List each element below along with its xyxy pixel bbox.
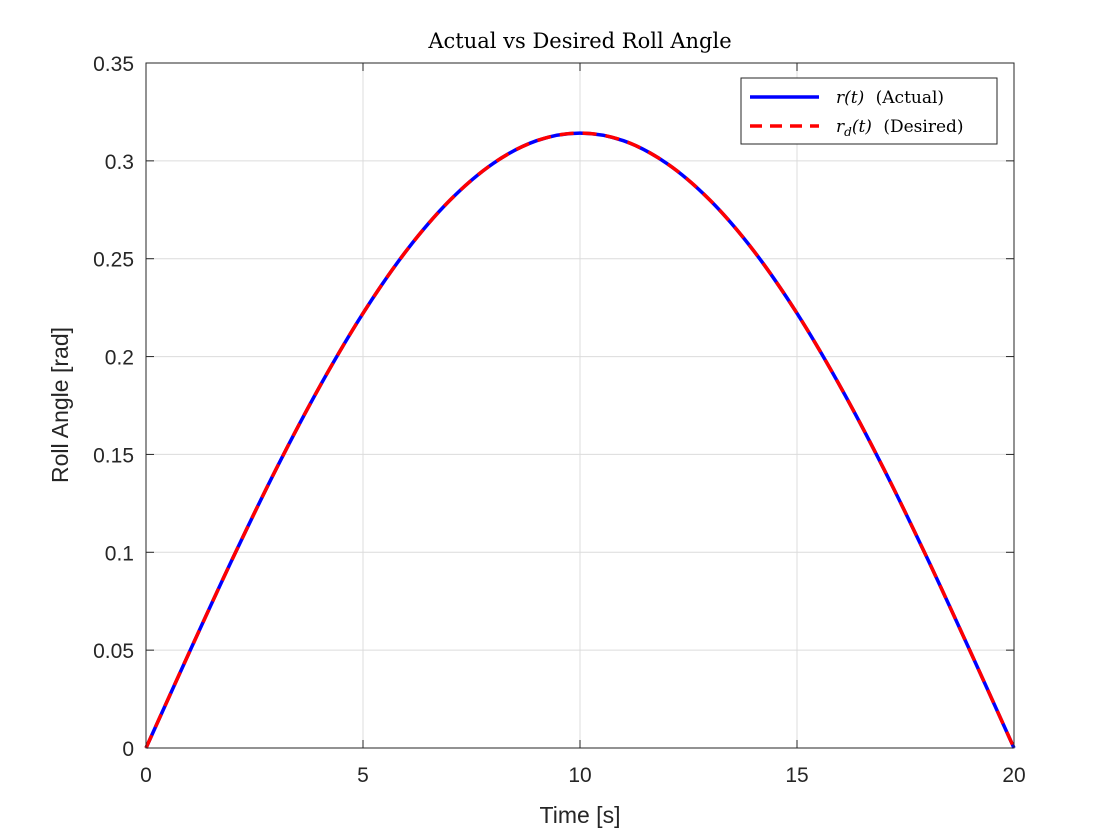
y-axis-label: Roll Angle [rad] xyxy=(47,327,73,483)
legend-label-desired: rd(t) (Desired) xyxy=(836,117,964,139)
y-tick-label: 0.25 xyxy=(93,249,134,272)
y-tick-label: 0 xyxy=(122,738,134,761)
x-tick-label: 10 xyxy=(568,764,591,787)
tick-marks xyxy=(145,62,1015,749)
legend: r(t) (Actual) rd(t) (Desired) xyxy=(740,77,998,145)
series-line-desired xyxy=(144,131,1016,749)
x-tick-label: 5 xyxy=(357,764,369,787)
y-tick-label: 0.3 xyxy=(105,151,134,174)
x-tick-label: 20 xyxy=(1002,764,1025,787)
tick-labels: 0 5 10 15 20 0 0.05 0.1 0.15 0.2 0.25 0.3 0.35 xyxy=(93,53,1026,787)
chart-title: Actual vs Desired Roll Angle xyxy=(427,29,731,53)
grid-lines xyxy=(146,63,1014,748)
x-tick-label: 15 xyxy=(785,764,808,787)
y-tick-label: 0.15 xyxy=(93,444,134,467)
y-tick-label: 0.05 xyxy=(93,640,134,663)
y-tick-label: 0.2 xyxy=(105,347,134,370)
x-tick-label: 0 xyxy=(140,764,152,787)
y-tick-label: 0.35 xyxy=(93,53,134,76)
legend-box xyxy=(740,77,998,145)
legend-label-actual: r(t) (Actual) xyxy=(836,88,944,108)
y-tick-label: 0.1 xyxy=(105,542,134,565)
x-axis-label: Time [s] xyxy=(540,802,621,828)
series-group xyxy=(144,131,1016,749)
